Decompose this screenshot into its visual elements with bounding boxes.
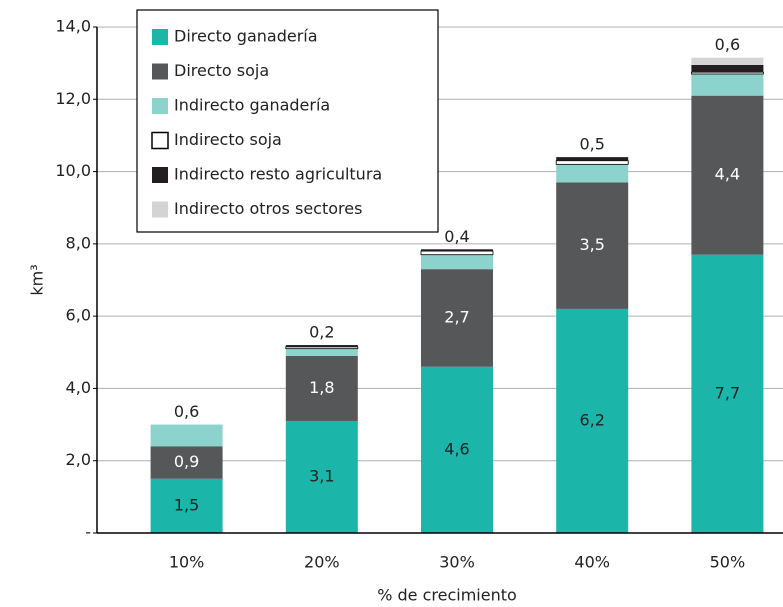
data-label: 0,6: [715, 35, 740, 54]
data-label: 1,5: [174, 495, 199, 514]
y-tick-label: -: [85, 523, 91, 542]
x-tick-label: 50%: [710, 553, 746, 572]
x-tick-label: 30%: [439, 553, 475, 572]
bar-segment: [691, 73, 764, 96]
data-label: 0,6: [174, 402, 199, 421]
y-tick-label: 10,0: [55, 161, 91, 180]
legend-label: Indirecto soja: [174, 130, 282, 149]
legend-label: Indirecto ganadería: [174, 96, 330, 115]
bar-segment: [285, 420, 358, 533]
bar-segment: [556, 182, 629, 309]
x-tick-label: 20%: [304, 553, 340, 572]
bar-segment: [556, 157, 629, 161]
y-tick-label: 8,0: [66, 233, 91, 252]
bar-segment: [555, 160, 629, 165]
legend-swatch: [152, 167, 168, 183]
x-axis-title: % de crecimiento: [377, 586, 517, 605]
bar-segment: [556, 308, 629, 533]
bar-segment: [421, 269, 493, 367]
bar-segment: [285, 355, 358, 421]
legend-label: Indirecto resto agricultura: [174, 165, 382, 184]
bar-segment: [285, 346, 359, 350]
bar-segment: [285, 348, 358, 356]
legend-label: Indirecto otros sectores: [174, 199, 362, 218]
x-tick-label: 40%: [574, 553, 610, 572]
bar-segment: [421, 254, 493, 270]
data-label: 0,9: [174, 452, 199, 471]
bar-segment: [556, 164, 629, 183]
data-label: 7,7: [715, 383, 740, 402]
data-label: 2,7: [444, 307, 469, 326]
legend-box: [136, 9, 439, 233]
bar-segment: [421, 366, 493, 533]
y-tick-label: 2,0: [66, 450, 91, 469]
data-label: 3,5: [579, 235, 604, 254]
data-label: 4,4: [715, 165, 740, 184]
legend-swatch: [152, 29, 168, 45]
y-tick-label: 12,0: [55, 89, 91, 108]
bar-segment: [691, 71, 764, 75]
bar-segment: [150, 478, 223, 533]
bar-segment: [691, 95, 764, 255]
y-tick-label: 4,0: [66, 378, 91, 397]
bar-segment: [150, 424, 223, 447]
legend-label: Directo soja: [174, 61, 269, 80]
data-label: 1,8: [309, 378, 334, 397]
y-tick-label: 6,0: [66, 306, 91, 325]
data-label: 3,1: [309, 466, 334, 485]
bar-segment: [691, 64, 764, 73]
legend-swatch: [151, 131, 169, 150]
bar-segment: [691, 57, 764, 65]
bar-segment: [691, 254, 764, 533]
data-label: 0,2: [309, 323, 334, 342]
data-label: 6,2: [579, 410, 604, 429]
y-axis-title: km³: [28, 264, 47, 295]
data-label: 0,5: [579, 135, 604, 154]
data-label: 0,4: [444, 227, 469, 246]
bar-segment: [285, 345, 358, 347]
legend-label: Directo ganadería: [174, 27, 318, 46]
x-tick-label: 10%: [169, 553, 205, 572]
legend-swatch: [152, 63, 168, 80]
y-tick-label: 14,0: [55, 17, 91, 36]
data-label: 4,6: [444, 439, 469, 458]
legend-swatch: [152, 201, 168, 218]
legend-swatch: [152, 98, 168, 114]
bar-segment: [421, 249, 493, 252]
bar-segment: [150, 446, 223, 479]
bar-segment: [420, 250, 494, 256]
